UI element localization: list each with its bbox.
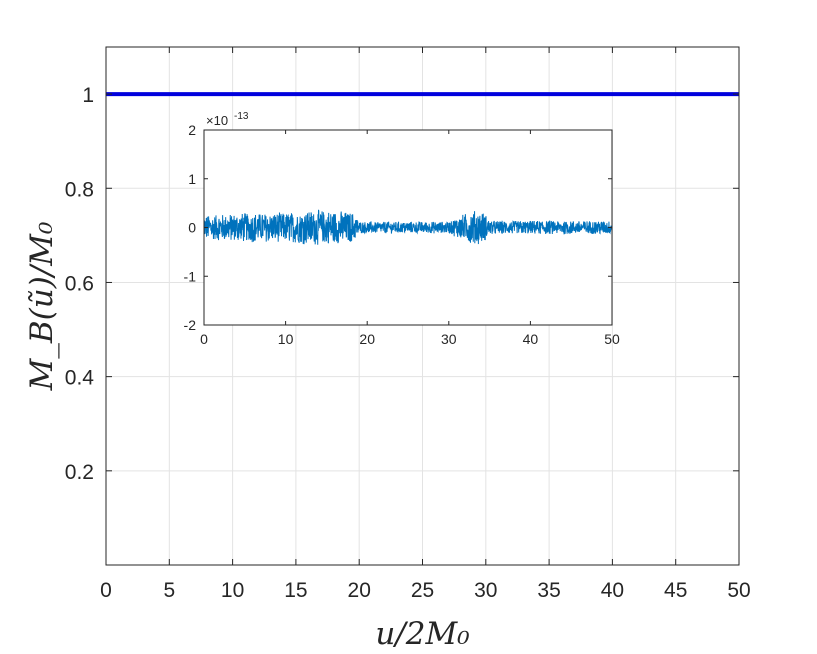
main-y-axis-label: M_B(ũ)/M₀	[24, 221, 60, 391]
main-y-tick-label: 0.6	[65, 272, 94, 295]
main-x-tick-label: 30	[474, 579, 497, 602]
inset-y-exponent-power: -13	[234, 111, 249, 122]
inset-x-tick-label: 10	[278, 331, 294, 347]
main-x-tick-label: 35	[537, 579, 560, 602]
inset-x-tick-label: 20	[359, 331, 375, 347]
main-x-tick-label: 50	[727, 579, 750, 602]
inset-x-tick-label: 40	[523, 331, 539, 347]
main-ticks: 0 5 10 15 20 25 30 35 40 45 500.20.40.60.81	[65, 47, 751, 602]
main-x-tick-label: 45	[664, 579, 687, 602]
main-x-tick-label: 20	[348, 579, 371, 602]
inset-series-line	[203, 209, 613, 245]
main-x-tick-label: 0	[100, 579, 112, 602]
inset-chart: 0 10 20 30 40 50 -2 -1 0 1 2 ×10 -13	[184, 111, 620, 347]
main-y-tick-label: 0.2	[65, 461, 94, 484]
inset-ticks: 0 10 20 30 40 50 -2 -1 0 1 2	[184, 122, 620, 347]
inset-y-tick-label: 0	[188, 220, 196, 236]
inset-y-tick-label: -2	[184, 317, 197, 333]
inset-y-tick-label: 1	[188, 171, 196, 187]
inset-x-tick-label: 50	[604, 331, 620, 347]
main-y-tick-label: 0.8	[65, 178, 94, 201]
main-y-tick-label: 1	[82, 84, 94, 107]
inset-y-tick-label: 2	[188, 122, 196, 138]
main-y-tick-label: 0.4	[65, 367, 95, 390]
main-x-axis-label: u/2M₀	[375, 616, 470, 652]
main-x-tick-label: 15	[284, 579, 307, 602]
main-x-tick-label: 5	[163, 579, 175, 602]
main-x-tick-label: 25	[411, 579, 434, 602]
inset-y-exponent-label: ×10	[206, 113, 228, 128]
inset-series-layer	[203, 209, 613, 245]
inset-y-tick-label: -1	[184, 268, 197, 284]
main-x-tick-label: 40	[601, 579, 624, 602]
inset-x-tick-label: 0	[200, 331, 208, 347]
main-x-tick-label: 10	[221, 579, 244, 602]
inset-x-tick-label: 30	[441, 331, 457, 347]
